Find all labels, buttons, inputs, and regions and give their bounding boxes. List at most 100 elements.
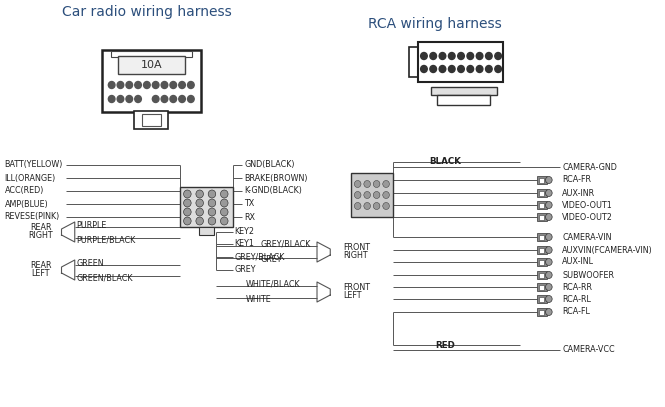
Circle shape (117, 81, 124, 88)
Circle shape (545, 271, 552, 278)
Text: GREEN/BLACK: GREEN/BLACK (76, 274, 133, 282)
Text: VIDEO-OUT2: VIDEO-OUT2 (562, 212, 613, 221)
Circle shape (135, 81, 142, 88)
Polygon shape (317, 242, 331, 262)
Text: RCA-FR: RCA-FR (562, 175, 591, 184)
Bar (537, 271, 547, 279)
Text: RED: RED (435, 341, 455, 350)
Bar (537, 246, 547, 254)
Bar (539, 234, 544, 239)
Circle shape (144, 81, 150, 88)
Circle shape (135, 96, 142, 103)
Circle shape (364, 180, 370, 188)
Text: KEY2: KEY2 (235, 228, 255, 236)
Circle shape (364, 203, 370, 210)
Bar (537, 283, 547, 291)
Bar (142, 114, 161, 126)
Circle shape (117, 96, 124, 103)
Circle shape (354, 180, 361, 188)
Bar (118, 56, 184, 74)
Bar (537, 213, 547, 221)
Text: GND(BLACK): GND(BLACK) (244, 160, 295, 169)
Bar (409, 47, 418, 77)
Circle shape (196, 208, 203, 216)
Circle shape (373, 180, 380, 188)
Text: RCA wiring harness: RCA wiring harness (368, 17, 502, 31)
Circle shape (458, 66, 464, 72)
Circle shape (221, 208, 228, 216)
Bar (539, 260, 544, 265)
Circle shape (161, 96, 168, 103)
Text: AUX-INL: AUX-INL (562, 258, 594, 267)
Text: BATT(YELLOW): BATT(YELLOW) (5, 160, 63, 169)
Text: TX: TX (244, 199, 255, 208)
Circle shape (170, 96, 177, 103)
Circle shape (430, 66, 436, 72)
Circle shape (421, 53, 427, 59)
Text: AUX-INR: AUX-INR (562, 188, 595, 197)
Text: PURPLE/BLACK: PURPLE/BLACK (76, 236, 136, 245)
Circle shape (354, 203, 361, 210)
Text: GREEN: GREEN (76, 258, 104, 267)
Circle shape (458, 53, 464, 59)
Bar (539, 284, 544, 289)
Text: REAR: REAR (30, 223, 51, 232)
Circle shape (545, 234, 552, 241)
Circle shape (108, 96, 115, 103)
Circle shape (467, 53, 473, 59)
Text: AMP(BLUE): AMP(BLUE) (5, 199, 49, 208)
Circle shape (476, 66, 483, 72)
Circle shape (448, 66, 455, 72)
Text: KEY1: KEY1 (235, 239, 255, 249)
Circle shape (221, 190, 228, 198)
Circle shape (545, 214, 552, 221)
Text: BLACK: BLACK (429, 158, 461, 166)
Bar (418, 42, 503, 82)
Bar (102, 50, 201, 112)
Circle shape (383, 203, 390, 210)
Circle shape (221, 217, 228, 225)
Bar (539, 214, 544, 219)
Bar (537, 308, 547, 316)
Text: REAR: REAR (30, 262, 51, 271)
Text: RIGHT: RIGHT (344, 252, 368, 260)
Circle shape (485, 66, 492, 72)
Circle shape (421, 66, 427, 72)
Bar (539, 177, 544, 182)
Bar (537, 258, 547, 266)
Bar (537, 295, 547, 303)
Bar (539, 309, 544, 315)
Text: RCA-FL: RCA-FL (562, 308, 590, 317)
Bar (539, 190, 544, 195)
Circle shape (545, 295, 552, 302)
Bar (110, 51, 192, 57)
Text: ILL(ORANGE): ILL(ORANGE) (5, 173, 56, 182)
Circle shape (179, 96, 186, 103)
Circle shape (373, 203, 380, 210)
Circle shape (126, 81, 132, 88)
Bar (537, 233, 547, 241)
Circle shape (545, 201, 552, 208)
Circle shape (221, 199, 228, 207)
Bar (539, 247, 544, 252)
Text: FRONT: FRONT (344, 284, 370, 293)
Circle shape (467, 66, 473, 72)
Text: GREY: GREY (235, 265, 256, 274)
Circle shape (108, 81, 115, 88)
Circle shape (545, 284, 552, 291)
Bar (537, 189, 547, 197)
Circle shape (188, 81, 194, 88)
Circle shape (439, 53, 446, 59)
Text: PURPLE: PURPLE (76, 221, 107, 230)
Circle shape (184, 190, 191, 198)
Text: CAMERA-VIN: CAMERA-VIN (562, 232, 612, 241)
Text: BRAKE(BROWN): BRAKE(BROWN) (244, 173, 308, 182)
Circle shape (208, 199, 215, 207)
Text: AUXVIN(FCAMERA-VIN): AUXVIN(FCAMERA-VIN) (562, 245, 653, 254)
Circle shape (545, 258, 552, 265)
Circle shape (485, 53, 492, 59)
Circle shape (545, 309, 552, 315)
Circle shape (196, 190, 203, 198)
Circle shape (545, 177, 552, 184)
Circle shape (184, 208, 191, 216)
